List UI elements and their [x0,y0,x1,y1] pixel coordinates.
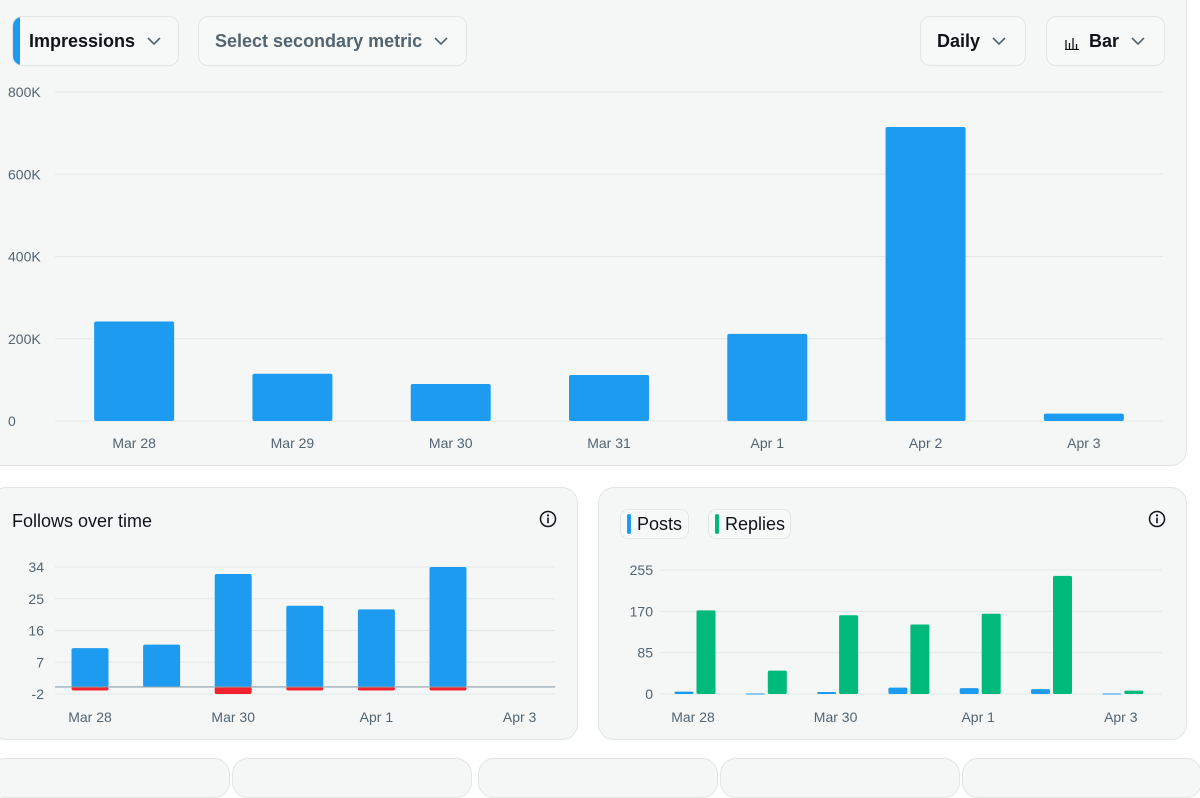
y-tick-label: 800K [8,84,41,100]
bar-replies [1124,690,1144,694]
x-tick-label: Apr 1 [751,435,785,451]
posts-swatch [627,514,631,534]
stub-card [720,758,960,798]
metric-dropdown[interactable]: Impressions [12,16,179,66]
bar-follows [71,648,109,687]
stub-card [962,758,1200,798]
y-tick-label: 255 [630,562,654,578]
y-tick-label: 34 [28,559,44,575]
chevron-down-icon [147,34,161,48]
bar-posts [745,693,765,695]
secondary-metric-dropdown[interactable]: Select secondary metric [198,16,467,66]
x-tick-label: Apr 1 [360,709,394,725]
stub-card [0,758,230,798]
x-tick-label: Mar 30 [814,709,858,725]
x-tick-label: Mar 31 [587,435,631,451]
y-tick-label: 170 [630,603,654,619]
legend-posts-label: Posts [637,513,683,534]
bar-replies [1053,575,1072,694]
follows-bar-chart: -2 7 16 25 34 Mar 28 Mar 30 Apr 1 Apr 3 [28,559,555,725]
bar-impressions [727,333,808,421]
bar-replies [696,610,716,694]
bar-posts [1031,689,1050,694]
chevron-down-icon [1131,34,1145,48]
bar-impressions [252,373,333,421]
bar-unfollows [357,686,395,691]
x-tick-label: Mar 28 [68,709,112,725]
period-dropdown-label: Daily [937,30,981,51]
bar-impressions [885,126,966,422]
legend-replies[interactable]: Replies [708,509,791,539]
follows-title: Follows over time [12,511,153,531]
stub-card [478,758,718,798]
bar-unfollows [71,686,109,691]
x-tick-label: Apr 3 [503,709,537,725]
x-tick-label: Apr 3 [1067,435,1101,451]
bar-impressions [569,374,649,421]
info-icon[interactable] [539,510,557,528]
impressions-bar-chart: 0 200K 400K 600K 800K Mar 28 Mar 29 Mar 30 Mar 3… [8,84,1163,451]
bar-posts [959,688,979,694]
bar-follows [357,609,395,687]
info-icon[interactable] [1148,510,1166,528]
bar-unfollows [214,686,252,694]
bar-impressions [1043,413,1124,421]
bar-posts [817,692,837,694]
bar-follows [429,567,467,687]
legend-posts[interactable]: Posts [620,509,689,539]
metric-color-indicator [13,17,20,65]
legend-replies-label: Replies [725,513,786,534]
bar-unfollows [429,686,467,691]
x-tick-label: Mar 28 [671,709,715,725]
bar-unfollows [286,686,324,691]
chevron-down-icon [992,34,1006,48]
y-tick-label: -2 [32,686,45,702]
stub-card [232,758,472,798]
x-tick-label: Apr 1 [961,709,995,725]
posts-replies-card [598,487,1187,740]
bar-replies [839,615,859,694]
bar-follows [214,574,252,687]
chart-type-label: Bar [1089,30,1120,51]
bar-chart-icon [1065,34,1079,51]
secondary-metric-label: Select secondary metric [215,30,423,51]
y-tick-label: 0 [645,686,653,702]
y-tick-label: 7 [36,654,44,670]
bar-follows [143,644,181,687]
replies-swatch [715,514,719,534]
x-tick-label: Mar 29 [271,435,315,451]
bar-replies [981,613,1001,694]
y-tick-label: 25 [28,591,44,607]
x-tick-label: Apr 2 [909,435,943,451]
bar-posts [888,687,908,694]
chevron-down-icon [434,34,448,48]
x-tick-label: Mar 30 [211,709,255,725]
metric-dropdown-label: Impressions [29,30,136,51]
x-tick-label: Apr 3 [1104,709,1138,725]
bar-posts [674,691,694,694]
period-dropdown[interactable]: Daily [920,16,1026,66]
y-tick-label: 200K [8,331,41,347]
x-tick-label: Mar 30 [429,435,473,451]
bar-impressions [410,383,491,421]
x-tick-label: Mar 28 [112,435,156,451]
bar-impressions [94,321,175,421]
y-tick-label: 400K [8,249,41,265]
y-tick-label: 600K [8,166,41,182]
y-tick-label: 0 [8,413,16,429]
bar-replies [767,670,787,694]
chart-type-dropdown[interactable]: Bar [1046,16,1165,66]
y-tick-label: 16 [28,623,44,639]
bar-posts [1102,693,1122,695]
bar-follows [286,605,324,687]
bar-replies [910,624,930,694]
posts-replies-bar-chart: 0 85 170 255 Mar 28 Mar 30 Apr 1 Apr 3 [630,562,1162,725]
y-tick-label: 85 [637,645,653,661]
